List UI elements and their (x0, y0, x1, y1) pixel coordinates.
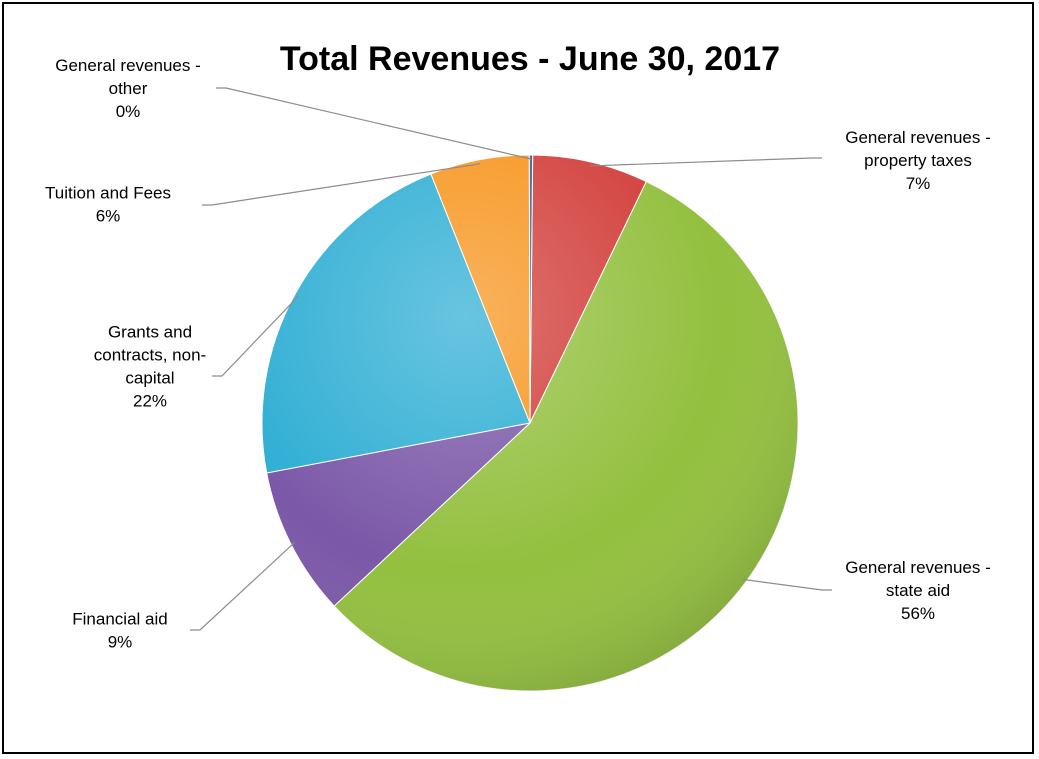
leader-lines (190, 87, 832, 631)
slice-label-line: state aid (886, 581, 950, 600)
chart-title: Total Revenues - June 30, 2017 (280, 40, 780, 78)
slice-percent: 0% (116, 102, 141, 121)
slice-percent: 56% (901, 604, 935, 623)
slice-label-line: Financial aid (72, 610, 167, 629)
slice-label-line: General revenues - (845, 128, 991, 147)
slice-percent: 9% (108, 633, 133, 652)
slice-label-line: General revenues - (845, 558, 991, 577)
slice-labels: General revenues -property taxes 7%Genera… (45, 56, 991, 652)
slice-label-line: Tuition and Fees (45, 184, 171, 203)
slice-label-6: General revenues - other 0% (55, 56, 201, 121)
leader-line-6 (216, 87, 532, 160)
leader-line-2 (742, 578, 832, 591)
slice-label-line: Grants and (108, 323, 192, 342)
leader-line-5 (202, 163, 481, 206)
slice-label-line: other (109, 79, 148, 98)
slice-label-1: General revenues - property taxes 7% (845, 128, 991, 193)
slice-percent: 7% (906, 174, 931, 193)
slice-label-line: General revenues - (55, 56, 201, 75)
slice-percent: 6% (96, 207, 121, 226)
slice-label-2: General revenues - state aid 56% (845, 558, 991, 623)
slice-label-line: property taxes (864, 151, 972, 170)
slice-label-5: Tuition and Fees 6% (45, 184, 171, 226)
slice-label-3: Financial aid 9% (72, 610, 167, 652)
slice-label-line: capital (125, 369, 174, 388)
leader-line-4 (212, 295, 300, 377)
leader-line-3 (190, 542, 295, 631)
pie-slices (261, 154, 799, 692)
leader-line-1 (590, 157, 822, 167)
slice-label-4: Grants and contracts, non-capital 22% (94, 323, 206, 411)
slice-label-line: contracts, non- (94, 346, 206, 365)
slice-percent: 22% (133, 392, 167, 411)
